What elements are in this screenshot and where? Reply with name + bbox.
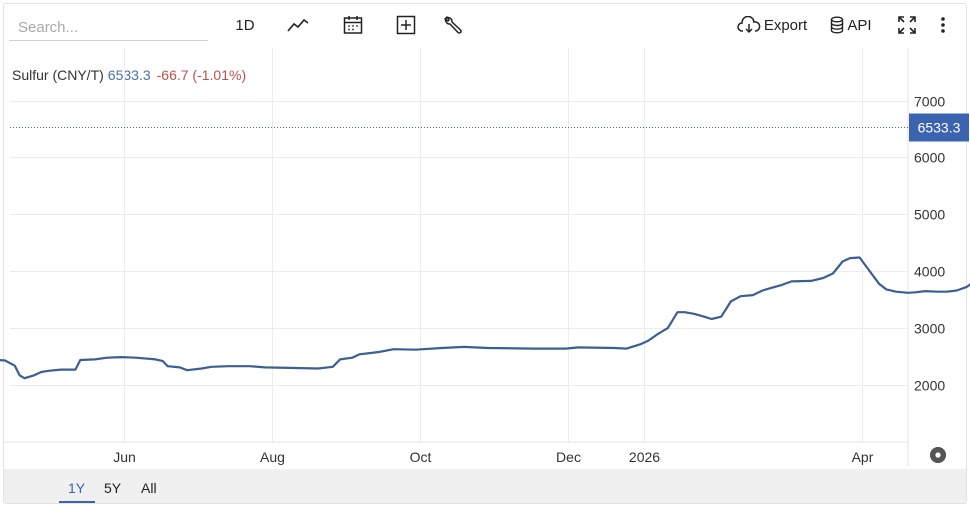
settings-gear-icon[interactable]: [929, 446, 947, 464]
fullscreen-icon: [898, 16, 916, 34]
api-label: API: [847, 16, 872, 34]
x-tick-label: Oct: [410, 449, 432, 465]
calendar-icon: [343, 16, 363, 34]
y-tick-label: 5000: [914, 207, 945, 223]
x-tick-label: Apr: [852, 449, 874, 465]
range-button-all[interactable]: All: [141, 480, 157, 496]
database-icon: [831, 16, 844, 34]
wrench-icon: [444, 16, 462, 34]
series-legend: Sulfur (CNY/T) 6533.3 -66.7 (-1.01%): [12, 67, 246, 83]
date-range-button[interactable]: [342, 12, 364, 38]
fullscreen-button[interactable]: [896, 12, 918, 38]
active-range-indicator: [59, 501, 95, 503]
chart-type-button[interactable]: [286, 12, 310, 38]
series-name: Sulfur (CNY/T): [12, 67, 104, 83]
range-button-1y[interactable]: 1Y: [68, 480, 86, 496]
range-button-5y[interactable]: 5Y: [104, 480, 122, 496]
x-tick-label: 2026: [629, 449, 660, 465]
cloud-download-icon: [737, 16, 761, 34]
line-chart-icon: [287, 18, 309, 32]
tools-button[interactable]: [442, 12, 464, 38]
y-tick-label: 4000: [914, 264, 945, 280]
add-indicator-button[interactable]: [395, 12, 417, 38]
chart-toolbar: 1D Export: [0, 0, 970, 48]
export-button[interactable]: Export: [736, 12, 808, 38]
y-tick-label: 2000: [914, 378, 945, 394]
last-price-tag-label: 6533.3: [918, 120, 961, 136]
series-line[interactable]: [0, 116, 970, 380]
range-selector-bar: [4, 469, 966, 503]
x-tick-label: Jun: [113, 449, 136, 465]
interval-button[interactable]: 1D: [232, 12, 258, 38]
interval-label: 1D: [235, 16, 255, 34]
api-button[interactable]: API: [828, 12, 874, 38]
x-tick-label: Dec: [556, 449, 581, 465]
x-tick-label: Aug: [260, 449, 285, 465]
y-tick-label: 3000: [914, 321, 945, 337]
y-tick-label: 6000: [914, 150, 945, 166]
search-input[interactable]: [9, 14, 208, 41]
chart-frame: [3, 3, 967, 504]
plus-square-icon: [396, 15, 416, 35]
last-price-tag: [909, 113, 969, 142]
more-menu-button[interactable]: [934, 12, 952, 38]
last-value: 6533.3: [107, 67, 151, 83]
export-label: Export: [763, 16, 808, 34]
price-change: -66.7 (-1.01%): [156, 67, 247, 83]
more-vertical-icon: [941, 17, 945, 33]
y-tick-label: 7000: [914, 94, 945, 110]
price-chart[interactable]: 2000 3000 4000 5000 6000 7000 Jun Aug Oct Dec 2026…: [0, 0, 970, 470]
